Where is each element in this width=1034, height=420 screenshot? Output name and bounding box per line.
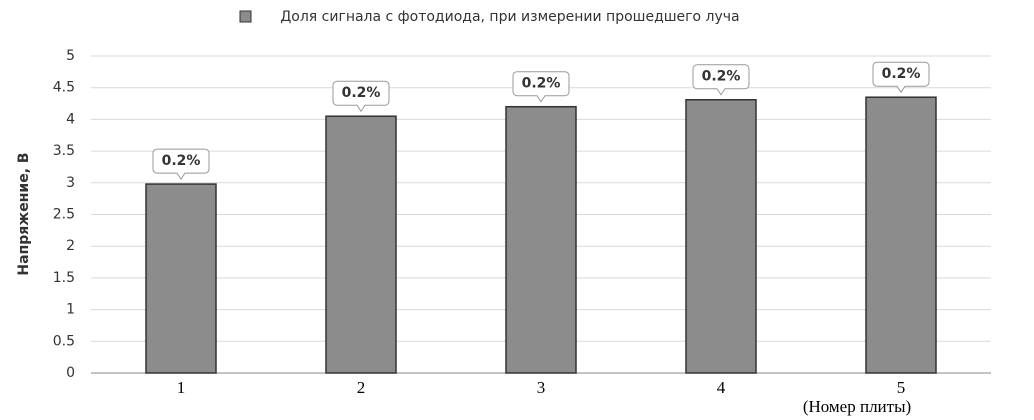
label-callout: [692, 64, 750, 96]
label-callout: [152, 148, 210, 180]
bar-label: 0.2%: [882, 66, 921, 82]
y-axis-label: Напряжение, В: [16, 152, 32, 275]
x-tick-label: 5: [897, 378, 906, 397]
x-tick-label: 4: [717, 378, 726, 397]
y-tick-label: 4.5: [53, 80, 75, 96]
y-tick-label: 1.5: [53, 270, 75, 286]
y-tick-label: 0: [66, 365, 75, 381]
bar-label: 0.2%: [342, 85, 381, 101]
y-tick-label: 4: [66, 111, 75, 127]
y-tick-label: 5: [66, 48, 75, 64]
legend-label: Доля сигнала с фотодиода, при измерении …: [280, 9, 739, 25]
label-callout: [512, 71, 570, 103]
y-tick-label: 0.5: [53, 333, 75, 349]
y-tick-label: 2: [66, 238, 75, 254]
bar: [685, 98, 757, 374]
label-callout: [332, 80, 390, 113]
bar: [505, 105, 577, 374]
bar-label: 0.2%: [522, 76, 561, 92]
bar-label: 0.2%: [702, 69, 741, 85]
x-tick-label: 1: [177, 378, 186, 397]
y-tick-label: 1: [66, 302, 75, 318]
y-tick-label: 2.5: [53, 207, 75, 223]
bar: [145, 183, 217, 374]
legend-swatch: [239, 10, 252, 23]
x-tick-label: 2: [357, 378, 366, 397]
bar: [325, 115, 397, 374]
bar: [865, 96, 937, 374]
y-tick-label: 3.5: [53, 143, 75, 159]
y-tick-label: 3: [66, 175, 75, 191]
label-callout: [872, 61, 930, 94]
x-tick-label: 3: [537, 378, 546, 397]
bar-label: 0.2%: [162, 153, 201, 169]
x-axis-label: (Номер плиты): [803, 397, 911, 416]
